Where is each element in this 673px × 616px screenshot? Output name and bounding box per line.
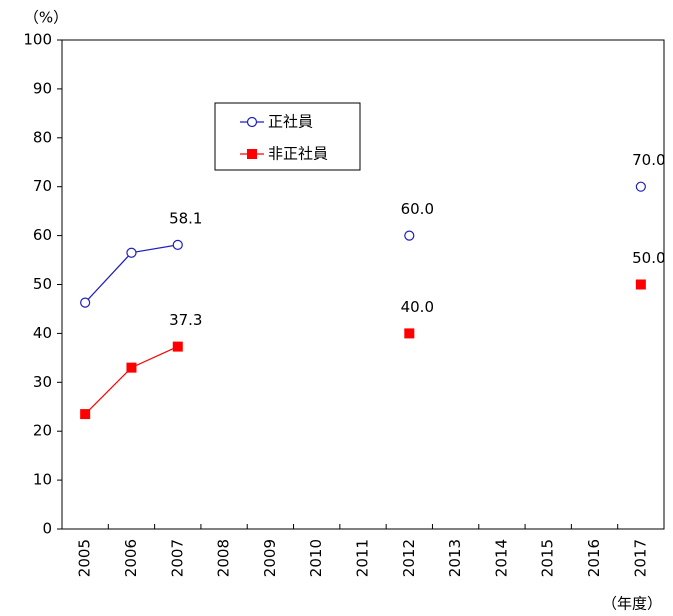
x-tick-label: 2016: [585, 539, 603, 577]
y-axis-label: （%）: [24, 9, 68, 27]
data-point: [172, 239, 183, 250]
x-tick-label: 2014: [492, 539, 510, 577]
data-label: 70.0: [632, 151, 665, 169]
series-line: [85, 285, 641, 415]
x-tick-label: 2006: [122, 539, 140, 577]
data-point: [80, 409, 91, 420]
plot-area: [61, 39, 665, 530]
series-line: [85, 187, 641, 303]
legend-marker: [247, 149, 257, 159]
data-point: [404, 230, 415, 241]
data-label: 40.0: [401, 298, 434, 316]
data-point: [126, 247, 137, 258]
y-tick-label: 0: [42, 520, 52, 538]
data-label: 50.0: [632, 249, 665, 267]
x-tick-label: 2005: [76, 539, 94, 577]
data-point: [404, 328, 415, 339]
x-tick-label: 2013: [446, 539, 464, 577]
x-tick-label: 2011: [354, 539, 372, 577]
x-tick-label: 2007: [168, 539, 186, 577]
y-tick-label: 10: [33, 471, 52, 489]
y-tick-label: 50: [33, 275, 52, 293]
y-tick-label: 60: [33, 226, 52, 244]
y-tick-label: 90: [33, 79, 52, 97]
x-tick-label: 2015: [539, 539, 557, 577]
y-tick-label: 70: [33, 177, 52, 195]
data-label: 60.0: [401, 200, 434, 218]
data-point: [635, 181, 646, 192]
legend-label: 正社員: [268, 113, 313, 131]
data-point: [172, 341, 183, 352]
x-tick-label: 2017: [631, 539, 649, 577]
x-axis-label: （年度）: [602, 595, 662, 613]
x-tick-label: 2012: [400, 539, 418, 577]
data-label: 58.1: [169, 209, 202, 227]
legend-marker: [246, 116, 258, 128]
x-tick-label: 2010: [307, 539, 325, 577]
data-point: [635, 279, 646, 290]
legend-label: 非正社員: [268, 145, 328, 163]
y-tick-label: 20: [33, 422, 52, 440]
data-point: [126, 362, 137, 373]
y-tick-label: 100: [23, 31, 52, 49]
y-tick-label: 40: [33, 324, 52, 342]
y-tick-label: 30: [33, 373, 52, 391]
y-tick-label: 80: [33, 128, 52, 146]
data-point: [80, 297, 91, 308]
data-label: 37.3: [169, 311, 202, 329]
x-tick-label: 2009: [261, 539, 279, 577]
legend-box: [214, 102, 361, 171]
x-tick-label: 2008: [215, 539, 233, 577]
